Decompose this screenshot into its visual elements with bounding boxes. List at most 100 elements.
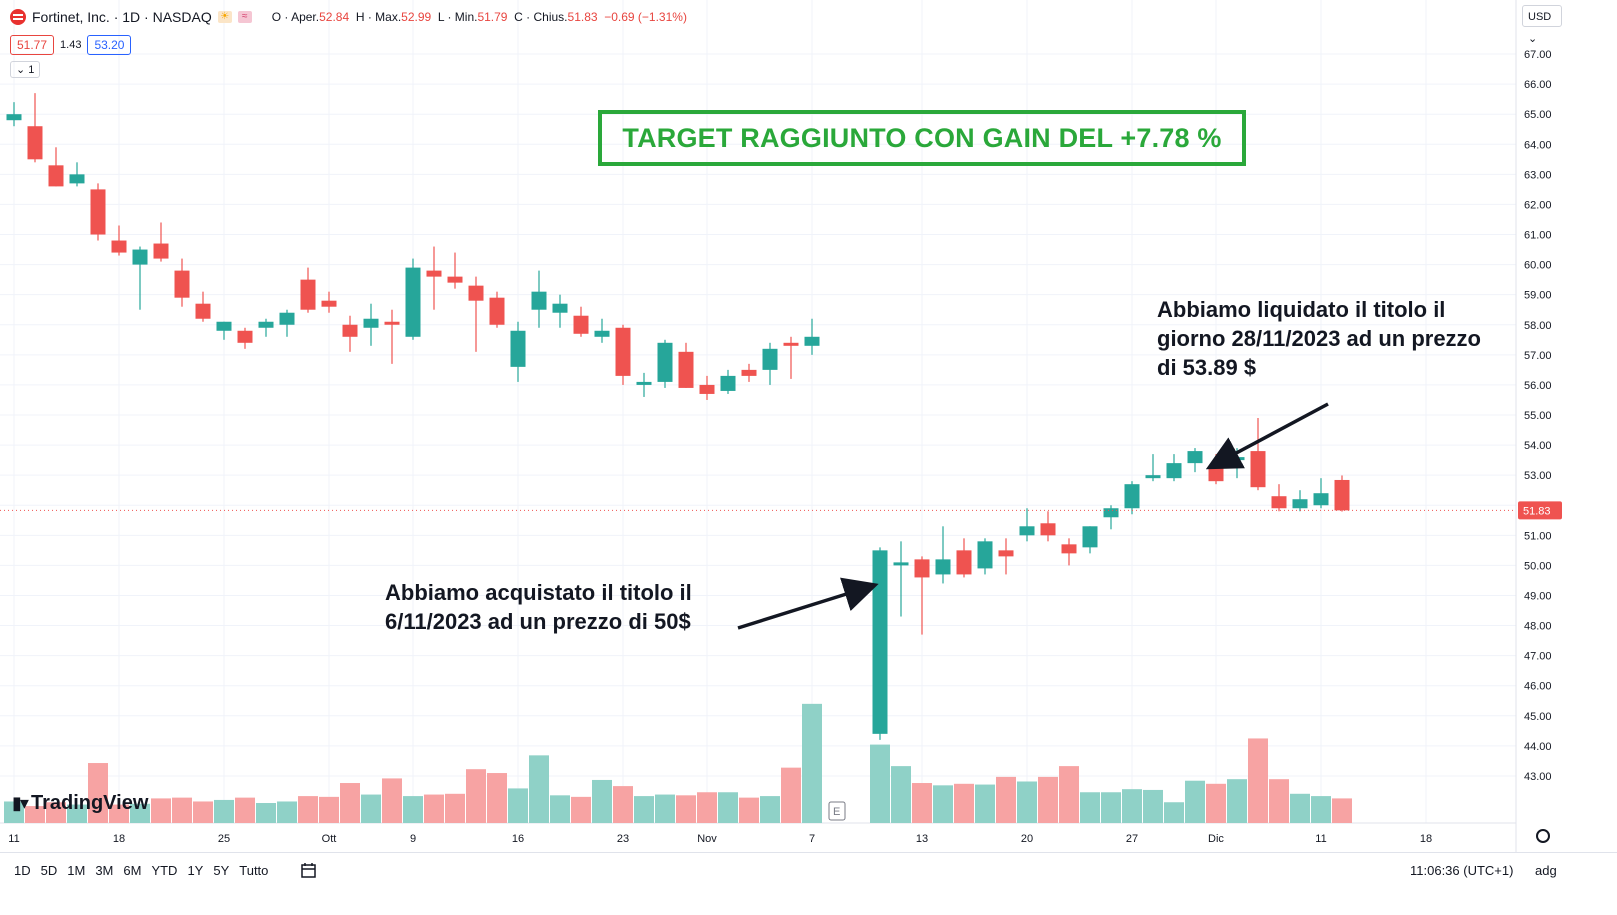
volume-bar [529, 755, 549, 823]
time-axis[interactable]: 11 18 25 Ott 9 16 23 Nov 7 13 20 27 Dic 11 18 [8, 833, 1432, 845]
wave-icon[interactable]: ≈ [237, 11, 252, 23]
price-tick-label: 61.00 [1524, 230, 1552, 242]
volume-bar [25, 806, 45, 823]
time-tick-label: 11 [8, 833, 19, 845]
candle-body [1124, 484, 1140, 509]
volume-bar [676, 795, 696, 823]
candle-body [69, 174, 85, 184]
price-tick-label: 45.00 [1524, 711, 1552, 723]
price-tick-label: 55.00 [1524, 410, 1552, 422]
sun-icon[interactable]: ☀ [217, 11, 232, 23]
candle-body [426, 270, 442, 277]
volume-bar [1143, 789, 1163, 823]
volume-bar [1269, 779, 1289, 823]
price-tick-label: 43.00 [1524, 771, 1552, 783]
earnings-marker[interactable]: E [828, 801, 846, 821]
volume-bar [1290, 793, 1310, 823]
volume-bar [67, 804, 87, 823]
range-button-1m[interactable]: 1M [67, 863, 86, 878]
price-tick-label: 60.00 [1524, 260, 1552, 272]
volume-bar [781, 767, 801, 823]
price-tick-label: 56.00 [1524, 380, 1552, 392]
candle-body [1166, 463, 1182, 479]
candle-body [977, 541, 993, 569]
range-button-1y[interactable]: 1Y [187, 863, 204, 878]
volume-bar [340, 783, 360, 823]
volume-bars [4, 703, 1352, 823]
ask-badge[interactable]: 53.20 [87, 35, 132, 55]
candle-body [111, 240, 127, 253]
time-tick-label: Nov [697, 833, 717, 845]
volume-bar [739, 797, 759, 823]
volume-bar [319, 796, 339, 823]
candle-body [1145, 475, 1161, 479]
candle-body [998, 550, 1014, 557]
volume-bar [718, 792, 738, 823]
price-tick-label: 58.00 [1524, 320, 1552, 332]
candle-body [804, 336, 820, 346]
time-tick-label: 18 [113, 833, 125, 845]
volume-bar [214, 799, 234, 823]
candle-body [1271, 496, 1287, 509]
bid-badge[interactable]: 51.77 [10, 35, 55, 55]
adjust-toggle[interactable]: adg [1535, 863, 1557, 878]
candle-body [174, 270, 190, 298]
candle-body [510, 330, 526, 367]
volume-bar [1017, 781, 1037, 823]
candle-body [594, 330, 610, 337]
volume-bar [550, 795, 570, 823]
candle-body [1187, 451, 1203, 464]
candle-body [48, 165, 64, 187]
range-button-3m[interactable]: 3M [95, 863, 114, 878]
volume-bar [1248, 738, 1268, 823]
settings-gear-icon[interactable] [1536, 829, 1550, 843]
candle-body [321, 300, 337, 307]
volume-bar [613, 786, 633, 823]
sell-annotation: Abbiamo liquidato il titolo il giorno 28… [1157, 297, 1481, 380]
candle-body [90, 189, 106, 235]
candle-body [1229, 457, 1245, 461]
candle-body [1208, 466, 1224, 482]
candle-body [636, 381, 652, 385]
currency-selector[interactable]: USD ⌄ [1522, 5, 1562, 45]
candle-body [1334, 479, 1350, 511]
volume-bar [571, 796, 591, 823]
volume-bar [172, 797, 192, 823]
time-tick-label: 20 [1021, 833, 1033, 845]
range-button-tutto[interactable]: Tutto [239, 863, 269, 878]
candle-body [1292, 499, 1308, 509]
price-axis[interactable]: 67.00 66.00 65.00 64.00 63.00 62.00 61.00 60.00… [1524, 49, 1552, 783]
volume-bar [954, 783, 974, 823]
volume-bar [996, 776, 1016, 823]
candle-body [1082, 526, 1098, 548]
volume-bar [592, 779, 612, 823]
clock-timezone[interactable]: 11:06:36 (UTC+1) [1410, 863, 1514, 878]
candle-body [741, 369, 757, 376]
volume-bar [487, 773, 507, 823]
price-chart[interactable]: 67.00 66.00 65.00 64.00 63.00 62.00 61.00 60.00… [0, 0, 1617, 852]
fortinet-logo-icon [10, 9, 26, 25]
candle-body [216, 321, 232, 331]
svg-text:E: E [833, 806, 840, 818]
candle-body [531, 291, 547, 310]
calendar-goto-icon[interactable] [300, 861, 318, 879]
volume-bar [403, 796, 423, 823]
range-button-5y[interactable]: 5Y [213, 863, 230, 878]
time-tick-label: Dic [1208, 833, 1224, 845]
range-button-1d[interactable]: 1D [14, 863, 31, 878]
symbol-title[interactable]: Fortinet, Inc. · 1D · NASDAQ [32, 9, 212, 25]
price-tick-label: 50.00 [1524, 560, 1552, 572]
candle-body [447, 276, 463, 283]
candle-body [573, 315, 589, 334]
collapse-indicators-button[interactable]: ⌄ 1 [10, 61, 41, 78]
volume-bar [634, 796, 654, 823]
range-button-ytd[interactable]: YTD [151, 863, 178, 878]
volume-bar [445, 793, 465, 823]
volume-bar [760, 796, 780, 823]
range-button-6m[interactable]: 6M [123, 863, 142, 878]
range-button-5d[interactable]: 5D [40, 863, 58, 878]
volume-bar [1164, 802, 1184, 823]
volume-bar [1206, 783, 1226, 823]
candle-body [657, 342, 673, 382]
candle-body [153, 243, 169, 259]
